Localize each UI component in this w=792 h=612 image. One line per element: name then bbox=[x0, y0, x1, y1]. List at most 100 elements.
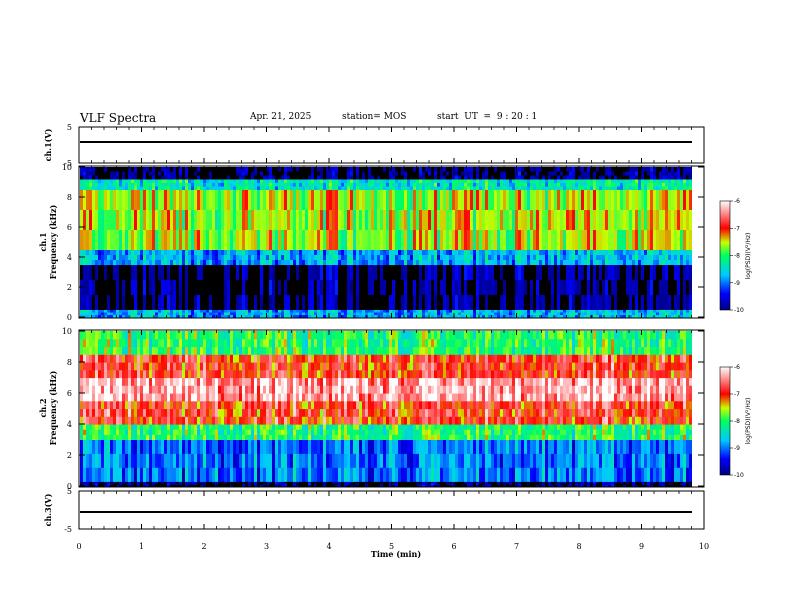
spectrogram-cell bbox=[608, 229, 611, 250]
spectrogram-cell bbox=[620, 309, 623, 313]
spectrogram-cell bbox=[656, 229, 659, 250]
spectrogram-cell bbox=[461, 314, 464, 318]
spectrogram-cell bbox=[95, 279, 98, 295]
spectrogram-cell bbox=[446, 294, 449, 310]
spectrogram-cell bbox=[134, 338, 137, 348]
spectrogram-cell bbox=[92, 385, 95, 394]
spectrogram-cell bbox=[455, 312, 458, 315]
spectrogram-cell bbox=[521, 209, 524, 230]
spectrogram-cell bbox=[296, 171, 299, 176]
spectrogram-cell bbox=[377, 186, 380, 190]
spectrogram-cell bbox=[398, 209, 401, 230]
spectrogram-cell bbox=[620, 209, 623, 230]
spectrogram-cell bbox=[188, 453, 191, 468]
spectrogram-cell bbox=[341, 182, 344, 187]
spectrogram-cell bbox=[590, 312, 593, 315]
spectrogram-cell bbox=[122, 338, 125, 348]
spectrogram-cell bbox=[86, 369, 89, 379]
spectrogram-cell bbox=[350, 264, 353, 280]
spectrogram-cell bbox=[269, 209, 272, 230]
spectrogram-cell bbox=[659, 314, 662, 318]
spectrogram-cell bbox=[650, 294, 653, 310]
spectrogram-cell bbox=[233, 179, 236, 183]
spectrogram-cell bbox=[470, 171, 473, 176]
spectrogram-cell bbox=[233, 369, 236, 379]
spectrogram-cell bbox=[107, 369, 110, 379]
spectrogram-cell bbox=[407, 279, 410, 295]
spectrogram-cell bbox=[80, 484, 83, 487]
spectrogram-cell bbox=[620, 312, 623, 315]
spectrogram-cell bbox=[218, 424, 221, 430]
spectrogram-cell bbox=[479, 189, 482, 210]
spectrogram-cell bbox=[557, 279, 560, 295]
spectrogram-cell bbox=[248, 189, 251, 210]
spectrogram-cell bbox=[287, 254, 290, 260]
spectrogram-cell bbox=[131, 424, 134, 430]
spectrogram-cell bbox=[125, 467, 128, 482]
spectrogram-cell bbox=[527, 175, 530, 180]
spectrogram-cell bbox=[428, 171, 431, 176]
spectrogram-cell bbox=[371, 175, 374, 180]
spectrogram-cell bbox=[554, 279, 557, 295]
spectrogram-cell bbox=[227, 264, 230, 280]
spectrogram-cell bbox=[221, 254, 224, 260]
spectrogram-cell bbox=[374, 229, 377, 250]
spectrogram-cell bbox=[680, 179, 683, 183]
spectrogram-cell bbox=[425, 259, 428, 265]
spectrogram-cell bbox=[563, 279, 566, 295]
spectrogram-cell bbox=[422, 182, 425, 187]
spectrogram-cell bbox=[473, 229, 476, 250]
spectrogram-cell bbox=[551, 167, 554, 172]
spectrogram-cell bbox=[92, 259, 95, 265]
spectrogram-cell bbox=[572, 254, 575, 260]
spectrogram-cell bbox=[233, 338, 236, 348]
spectrogram-cell bbox=[485, 254, 488, 260]
spectrogram-cell bbox=[146, 467, 149, 482]
spectrogram-cell bbox=[536, 175, 539, 180]
spectrogram-cell bbox=[212, 279, 215, 295]
spectrogram-cell bbox=[686, 264, 689, 280]
spectrogram-cell bbox=[161, 249, 164, 255]
spectrogram-cell bbox=[224, 482, 227, 485]
spectrogram-cell bbox=[287, 259, 290, 265]
spectrogram-cell bbox=[656, 254, 659, 260]
spectrogram-cell bbox=[122, 189, 125, 210]
spectrogram-cell bbox=[161, 385, 164, 394]
spectrogram-cell bbox=[188, 439, 191, 454]
spectrogram-cell bbox=[371, 314, 374, 318]
spectrogram-cell bbox=[563, 186, 566, 190]
spectrogram-cell bbox=[179, 393, 182, 402]
spectrogram-cell bbox=[197, 429, 200, 435]
spectrogram-cell bbox=[323, 259, 326, 265]
spectrogram-cell bbox=[122, 481, 125, 484]
spectrogram-cell bbox=[305, 229, 308, 250]
spectrogram-cell bbox=[662, 294, 665, 310]
spectrogram-cell bbox=[557, 312, 560, 315]
spectrogram-cell bbox=[92, 167, 95, 172]
spectrogram-cell bbox=[233, 167, 236, 172]
spectrogram-cell bbox=[149, 424, 152, 430]
spectrogram-cell bbox=[245, 338, 248, 348]
spectrogram-cell bbox=[179, 249, 182, 255]
spectrogram-cell bbox=[83, 439, 86, 454]
spectrogram-cell bbox=[83, 484, 86, 487]
spectrogram-cell bbox=[203, 171, 206, 176]
spectrogram-cell bbox=[308, 254, 311, 260]
spectrogram-cell bbox=[392, 179, 395, 183]
spectrogram-cell bbox=[590, 229, 593, 250]
spectrogram-cell bbox=[191, 264, 194, 280]
spectrogram-cell bbox=[572, 249, 575, 255]
spectrogram-cell bbox=[176, 314, 179, 318]
spectrogram-cell bbox=[506, 179, 509, 183]
spectrogram-cell bbox=[311, 259, 314, 265]
spectrogram-cell bbox=[182, 309, 185, 313]
spectrogram-cell bbox=[86, 400, 89, 410]
spectrogram-cell bbox=[620, 249, 623, 255]
spectrogram-cell bbox=[248, 434, 251, 440]
spectrogram-cell bbox=[500, 264, 503, 280]
spectrogram-cell bbox=[230, 312, 233, 315]
spectrogram-cell bbox=[404, 254, 407, 260]
spectrogram-cell bbox=[302, 209, 305, 230]
spectrogram-cell bbox=[263, 362, 266, 371]
spectrogram-cell bbox=[488, 186, 491, 190]
